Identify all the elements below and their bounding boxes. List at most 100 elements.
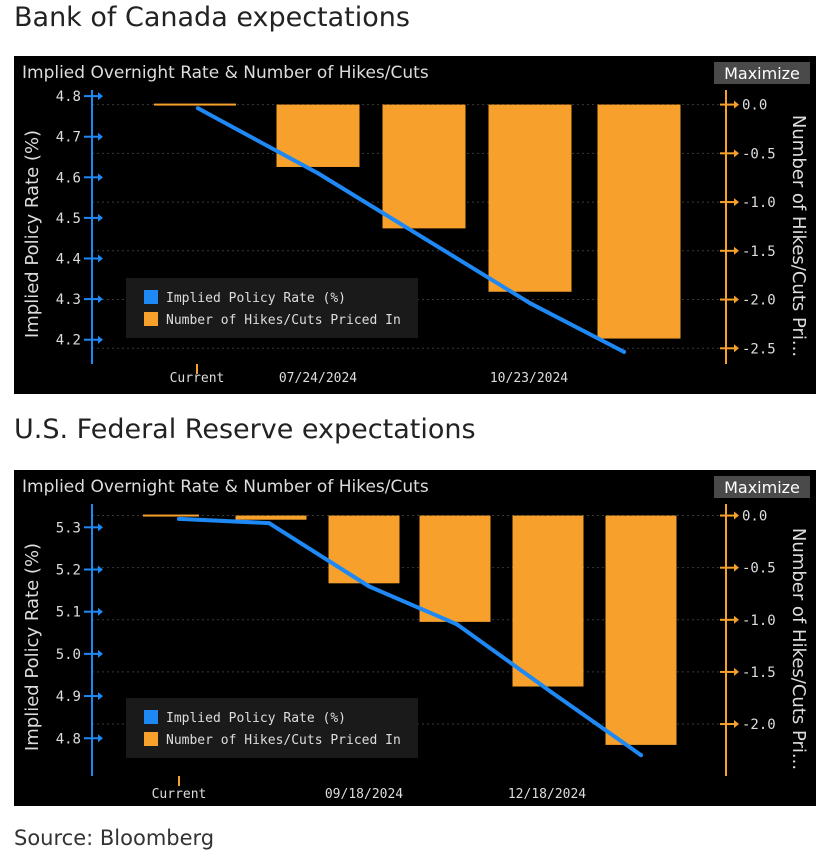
chart-fed: Implied Overnight Rate & Number of Hikes… — [22, 476, 810, 802]
chart-boc: Implied Overnight Rate & Number of Hikes… — [22, 62, 810, 386]
left-tick-label-4: 4.6 — [56, 170, 81, 186]
legend: Implied Policy Rate (%) Number of Hikes/C… — [126, 698, 418, 758]
bar-2 — [382, 104, 466, 229]
left-tick-arrow-1 — [98, 295, 103, 304]
right-tick-label-2: -1.0 — [742, 195, 776, 211]
legend-swatch-0 — [144, 710, 158, 724]
maximize-button-bg[interactable] — [714, 476, 810, 498]
rate-point-4 — [549, 689, 553, 694]
left-tick-arrow-0 — [98, 734, 103, 743]
chart-title: Implied Overnight Rate & Number of Hikes… — [22, 477, 429, 497]
left-tick-arrow-5 — [98, 523, 103, 532]
section-title-boc: Bank of Canada expectations — [14, 2, 410, 33]
right-tick-arrow-2 — [734, 198, 739, 207]
bar-4 — [512, 515, 584, 687]
section-title-fed: U.S. Federal Reserve expectations — [14, 414, 476, 445]
bar-0 — [154, 103, 236, 106]
left-tick-label-5: 5.3 — [56, 520, 81, 536]
x-tick-label-1: 07/24/2024 — [279, 371, 357, 386]
left-tick-label-4: 5.2 — [56, 563, 81, 579]
left-tick-label-2: 5.0 — [56, 647, 81, 663]
bar-3 — [419, 515, 491, 622]
bar-3 — [488, 104, 572, 292]
rate-point-0 — [177, 516, 181, 521]
left-tick-label-3: 5.1 — [56, 605, 81, 621]
bar-5 — [605, 515, 677, 745]
left-tick-label-0: 4.8 — [56, 731, 81, 747]
left-tick-label-3: 4.5 — [56, 211, 81, 227]
chart-panel-fed: Implied Overnight Rate & Number of Hikes… — [14, 470, 816, 806]
maximize-button[interactable]: Maximize — [714, 62, 810, 84]
left-tick-arrow-4 — [98, 173, 103, 182]
right-tick-arrow-4 — [734, 295, 739, 304]
rate-point-2 — [422, 236, 426, 241]
bar-0 — [143, 514, 199, 517]
right-tick-label-1: -0.5 — [742, 561, 776, 577]
right-tick-label-4: -2.0 — [742, 717, 776, 733]
left-tick-label-1: 4.9 — [56, 689, 81, 705]
x-tick-label-0: Current — [170, 371, 225, 386]
right-tick-label-3: -1.5 — [742, 244, 776, 260]
right-tick-arrow-5 — [734, 344, 739, 353]
left-tick-arrow-4 — [98, 565, 103, 574]
right-tick-arrow-4 — [734, 720, 739, 729]
maximize-button-label[interactable]: Maximize — [724, 478, 800, 497]
legend: Implied Policy Rate (%) Number of Hikes/C… — [126, 278, 418, 338]
legend-swatch-1 — [144, 312, 158, 326]
maximize-button-label[interactable]: Maximize — [724, 64, 800, 83]
left-tick-label-5: 4.7 — [56, 130, 81, 146]
right-tick-arrow-2 — [734, 615, 739, 624]
x-tick-label-1: 09/18/2024 — [325, 787, 403, 802]
right-tick-arrow-0 — [734, 511, 739, 520]
bar-1 — [235, 515, 307, 520]
left-tick-arrow-1 — [98, 692, 103, 701]
left-tick-arrow-5 — [98, 132, 103, 141]
legend-bg — [126, 698, 418, 758]
rate-point-3 — [528, 301, 532, 306]
left-tick-arrow-2 — [98, 254, 103, 263]
right-tick-label-3: -1.5 — [742, 665, 776, 681]
left-tick-arrow-3 — [98, 213, 103, 222]
legend-entry-0: Implied Policy Rate (%) — [166, 291, 346, 306]
left-tick-arrow-0 — [98, 335, 103, 344]
maximize-button-bg[interactable] — [714, 62, 810, 84]
left-tick-label-2: 4.4 — [56, 252, 81, 268]
right-tick-label-0: 0.0 — [742, 98, 767, 114]
right-axis-title: Number of Hikes/Cuts Pri... — [788, 115, 809, 357]
legend-entry-1: Number of Hikes/Cuts Priced In — [166, 313, 401, 328]
rate-point-2 — [367, 584, 371, 589]
rate-point-1 — [267, 521, 271, 526]
chart-title: Implied Overnight Rate & Number of Hikes… — [22, 63, 429, 83]
right-tick-arrow-1 — [734, 563, 739, 572]
rate-point-3 — [455, 622, 459, 627]
rate-point-1 — [316, 171, 320, 176]
left-tick-arrow-6 — [98, 92, 103, 101]
right-tick-label-4: -2.0 — [742, 293, 776, 309]
x-tick-label-0: Current — [152, 787, 207, 802]
maximize-button[interactable]: Maximize — [714, 476, 810, 498]
rate-point-4 — [622, 349, 626, 354]
left-axis-title: Implied Policy Rate (%) — [22, 130, 43, 338]
x-tick-label-2: 12/18/2024 — [508, 787, 586, 802]
legend-swatch-1 — [144, 732, 158, 746]
left-tick-label-0: 4.2 — [56, 333, 81, 349]
right-tick-arrow-3 — [734, 246, 739, 255]
x-tick-label-2: 10/23/2024 — [490, 371, 568, 386]
rate-line — [177, 516, 643, 758]
right-tick-label-5: -2.5 — [742, 341, 776, 357]
right-tick-arrow-1 — [734, 149, 739, 158]
right-tick-label-0: 0.0 — [742, 509, 767, 525]
left-axis-title: Implied Policy Rate (%) — [22, 543, 43, 751]
legend-swatch-0 — [144, 290, 158, 304]
chart-panel-boc: Implied Overnight Rate & Number of Hikes… — [14, 56, 816, 394]
left-tick-arrow-2 — [98, 649, 103, 658]
left-tick-label-1: 4.3 — [56, 292, 81, 308]
legend-bg — [126, 278, 418, 338]
left-tick-arrow-3 — [98, 607, 103, 616]
rate-point-5 — [639, 753, 643, 758]
right-tick-arrow-0 — [734, 100, 739, 109]
legend-entry-0: Implied Policy Rate (%) — [166, 711, 346, 726]
rate-point-0 — [196, 106, 200, 111]
right-axis-title: Number of Hikes/Cuts Pri... — [788, 528, 809, 770]
right-tick-arrow-3 — [734, 667, 739, 676]
